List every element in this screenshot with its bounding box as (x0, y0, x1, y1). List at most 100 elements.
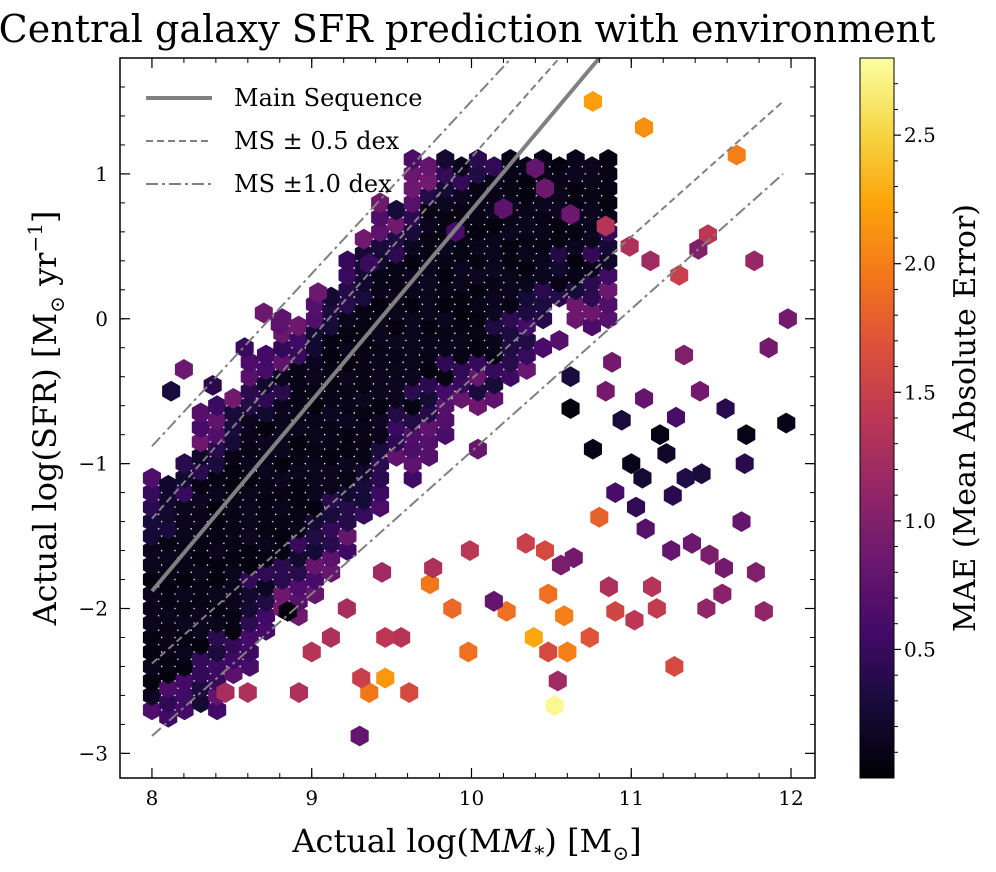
hexbin (175, 583, 194, 605)
hexbin (403, 308, 422, 330)
hexbin (305, 511, 324, 532)
hexbin (305, 308, 324, 330)
hexbin (582, 257, 601, 279)
hexbin-outlier (727, 144, 746, 166)
hexbin (224, 648, 243, 670)
hexbin (420, 402, 438, 424)
hexbin (273, 467, 292, 489)
hexbin-outlier (278, 601, 297, 622)
hexbin (599, 235, 618, 257)
hexbin (468, 293, 487, 315)
hexbin (240, 612, 259, 634)
hexbin (534, 250, 553, 272)
hexbin-outlier (548, 670, 567, 692)
hexbin (501, 351, 520, 373)
hexbin (240, 598, 259, 619)
hexbin (257, 590, 276, 612)
hexbin (322, 474, 341, 496)
hexbin (175, 467, 194, 489)
hexbin (403, 322, 422, 344)
hexbin (273, 395, 292, 417)
hexbin-outlier (337, 598, 356, 619)
hexbin (403, 235, 422, 257)
hexbin (322, 547, 341, 569)
hexbin-outlier (162, 380, 181, 402)
hexbin (436, 380, 455, 402)
hexbin (305, 424, 324, 446)
hexbin (191, 489, 210, 511)
hexbin (208, 699, 227, 721)
hexbin (501, 322, 520, 344)
hexbin (403, 178, 422, 199)
hexbin (566, 264, 585, 286)
hexbin (452, 301, 471, 322)
hexbin-outlier (424, 557, 443, 579)
hexbin (371, 192, 390, 214)
hexbin (142, 670, 161, 692)
hexbin-outlier (555, 605, 574, 627)
hexbin (550, 156, 569, 178)
hexbin-outlier (670, 264, 689, 286)
hexbin (142, 540, 161, 561)
hexbin (338, 511, 357, 532)
hexbin (517, 214, 536, 235)
hexbin (305, 554, 324, 576)
hexbin (566, 163, 585, 185)
hexbin (582, 199, 601, 221)
hexbin (338, 525, 357, 547)
hexbin (289, 315, 308, 337)
hexbin-outlier (603, 351, 622, 373)
hexbin (387, 431, 406, 453)
hexbin (240, 656, 259, 677)
hexbin (175, 670, 194, 692)
hexbin (501, 149, 520, 170)
hexbin-outlier (539, 583, 558, 605)
hexbin (371, 467, 390, 489)
hexbin-outlier (494, 198, 513, 220)
hexbin (354, 489, 373, 511)
hexbin-outlier (376, 667, 395, 689)
hexbin (485, 228, 504, 250)
hexbin (582, 286, 601, 308)
hexbin (517, 359, 536, 380)
hexbin (159, 634, 178, 656)
hexbin (240, 525, 259, 547)
hexbin (387, 344, 406, 366)
hexbin (517, 272, 536, 293)
hexbin (452, 359, 471, 380)
hexbin (191, 417, 210, 438)
hexbin (338, 496, 357, 518)
hexbin (257, 344, 276, 366)
hexbin (420, 243, 438, 264)
hexbin (289, 359, 308, 380)
hexbin (354, 344, 373, 366)
hexbin-outlier (759, 337, 778, 359)
hexbin (322, 388, 341, 409)
hexbin (420, 301, 438, 322)
hexbin (240, 641, 259, 663)
hexbin (550, 286, 569, 308)
hexbin (191, 576, 210, 598)
hexbin (468, 395, 487, 417)
hexbin (142, 482, 161, 503)
hexbin (566, 279, 585, 301)
hexbin (240, 366, 259, 388)
hexbin (354, 359, 373, 380)
hexbin (338, 467, 357, 489)
hexbin (452, 185, 471, 207)
hexbin-outlier (254, 302, 273, 324)
hexbin (191, 634, 210, 656)
hexbin (371, 206, 390, 228)
hexbin (338, 250, 357, 272)
reference-line-dashdot (151, 58, 513, 447)
hexbin-outlier (270, 314, 289, 335)
hexbin (468, 163, 487, 185)
hexbin (485, 214, 504, 235)
hexbin-outlier (735, 453, 754, 475)
hexbin (240, 409, 259, 431)
hexbin (550, 185, 569, 207)
hexbin (403, 221, 422, 243)
hexbin (354, 417, 373, 438)
chart-title: Central galaxy SFR prediction with envir… (0, 7, 935, 51)
hexbin-outlier (459, 641, 478, 663)
